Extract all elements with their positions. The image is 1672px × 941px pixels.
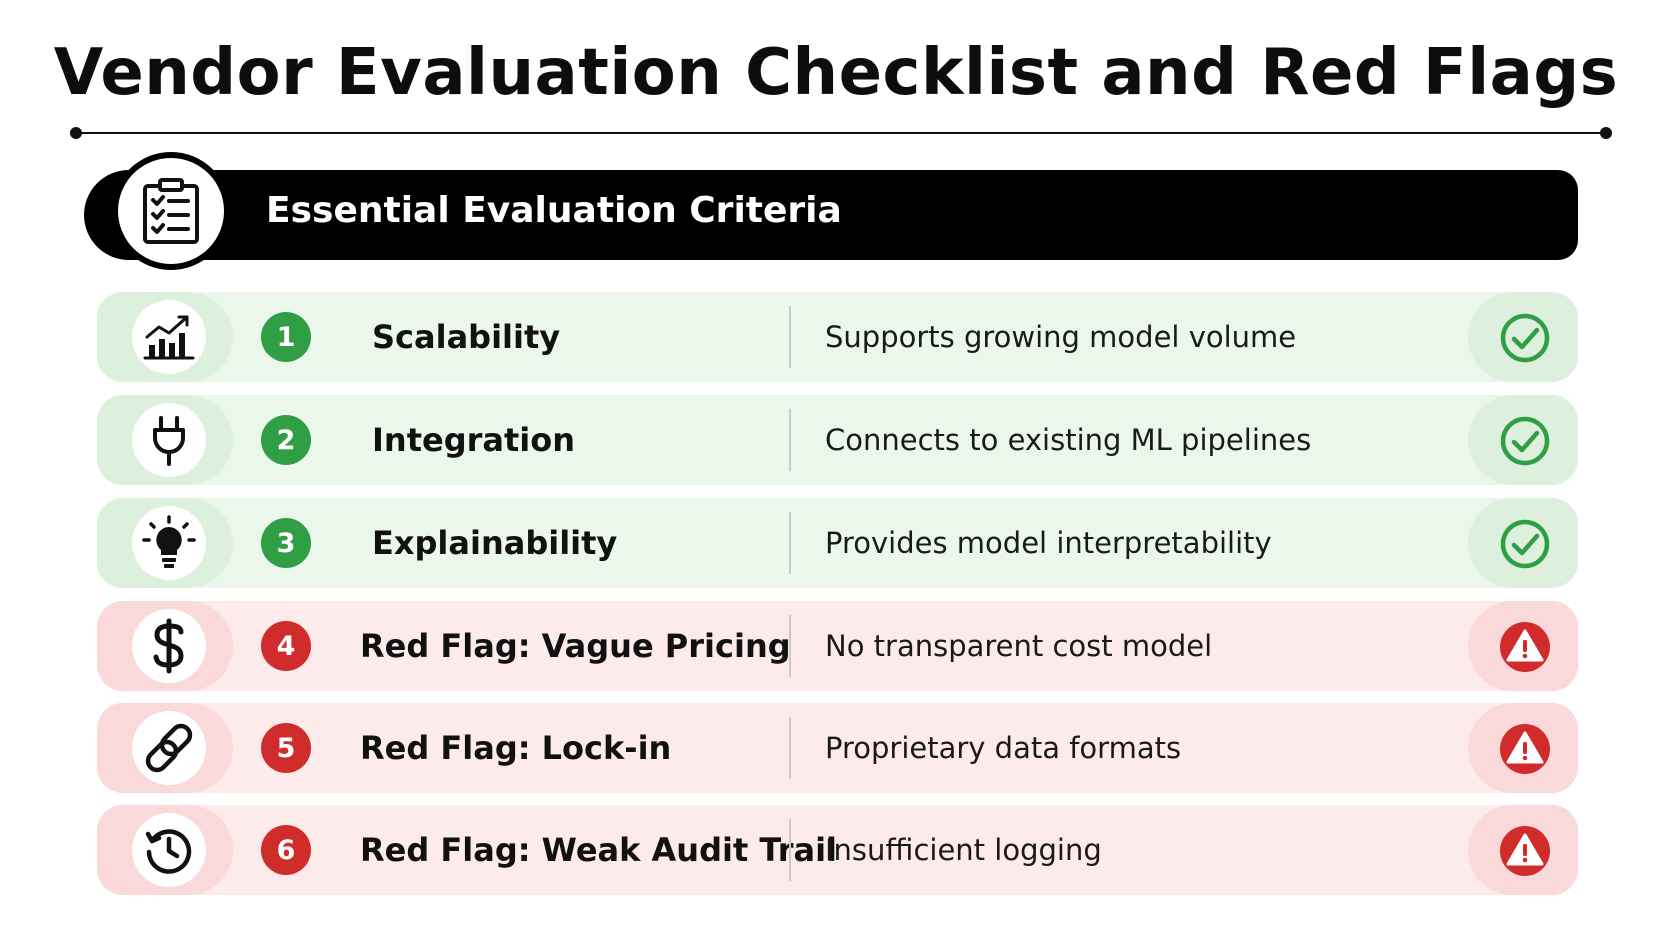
dollar-icon [153,618,184,674]
item-number: 2 [261,415,311,465]
row-divider [789,615,791,677]
section-icon-badge [112,152,230,270]
row-divider [789,409,791,471]
red-flag-row-weak-audit-trail: 6 Red Flag: Weak Audit Trail Insufficien… [97,805,1578,895]
item-description: Connects to existing ML pipelines [825,423,1312,457]
item-number: 1 [261,312,311,362]
checkmark-circle-icon [1497,310,1553,366]
item-number: 5 [261,723,311,773]
icon-badge [132,711,206,785]
criterion-row-explainability: 3 Explainability Provides model interpre… [97,498,1578,588]
row-divider [789,512,791,574]
icon-badge [132,609,206,683]
item-number: 6 [261,825,311,875]
divider-dot-left [70,127,82,139]
item-number: 3 [261,518,311,568]
clipboard-checklist-icon [143,178,199,244]
checkmark-circle-icon [1497,516,1553,572]
red-flag-row-lock-in: 5 Red Flag: Lock-in Proprietary data for… [97,703,1578,793]
warning-triangle-icon [1497,823,1553,879]
criterion-row-integration: 2 Integration Connects to existing ML pi… [97,395,1578,485]
row-divider [789,819,791,881]
criterion-row-scalability: 1 Scalability Supports growing model vol… [97,292,1578,382]
history-icon [145,829,192,874]
item-description: Insufficient logging [825,833,1102,867]
item-description: Proprietary data formats [825,731,1182,765]
item-description: Supports growing model volume [825,320,1297,354]
divider-dot-right [1600,127,1612,139]
item-label: Explainability [372,524,618,562]
lightbulb-icon [142,515,196,568]
icon-badge [132,403,206,477]
row-divider [789,717,791,779]
item-label: Red Flag: Weak Audit Trail [360,831,838,869]
item-label: Red Flag: Lock-in [360,729,672,767]
item-number: 4 [261,621,311,671]
item-label: Integration [372,421,575,459]
item-label: Scalability [372,318,561,356]
title-divider [76,132,1606,134]
red-flag-row-vague-pricing: 4 Red Flag: Vague Pricing No transparent… [97,601,1578,691]
item-description: Provides model interpretability [825,526,1272,560]
checkmark-circle-icon [1497,413,1553,469]
warning-triangle-icon [1497,721,1553,777]
icon-badge [132,813,206,887]
warning-triangle-icon [1497,619,1553,675]
icon-badge [132,506,206,580]
item-label: Red Flag: Vague Pricing [360,627,791,665]
plug-icon [153,416,185,466]
item-description: No transparent cost model [825,629,1213,663]
page-title: Vendor Evaluation Checklist and Red Flag… [53,36,1619,110]
growth-chart-icon [143,315,195,360]
row-divider [789,306,791,368]
icon-badge [132,300,206,374]
section-header [84,170,1578,260]
section-heading: Essential Evaluation Criteria [266,190,842,231]
chain-link-icon [145,723,193,773]
